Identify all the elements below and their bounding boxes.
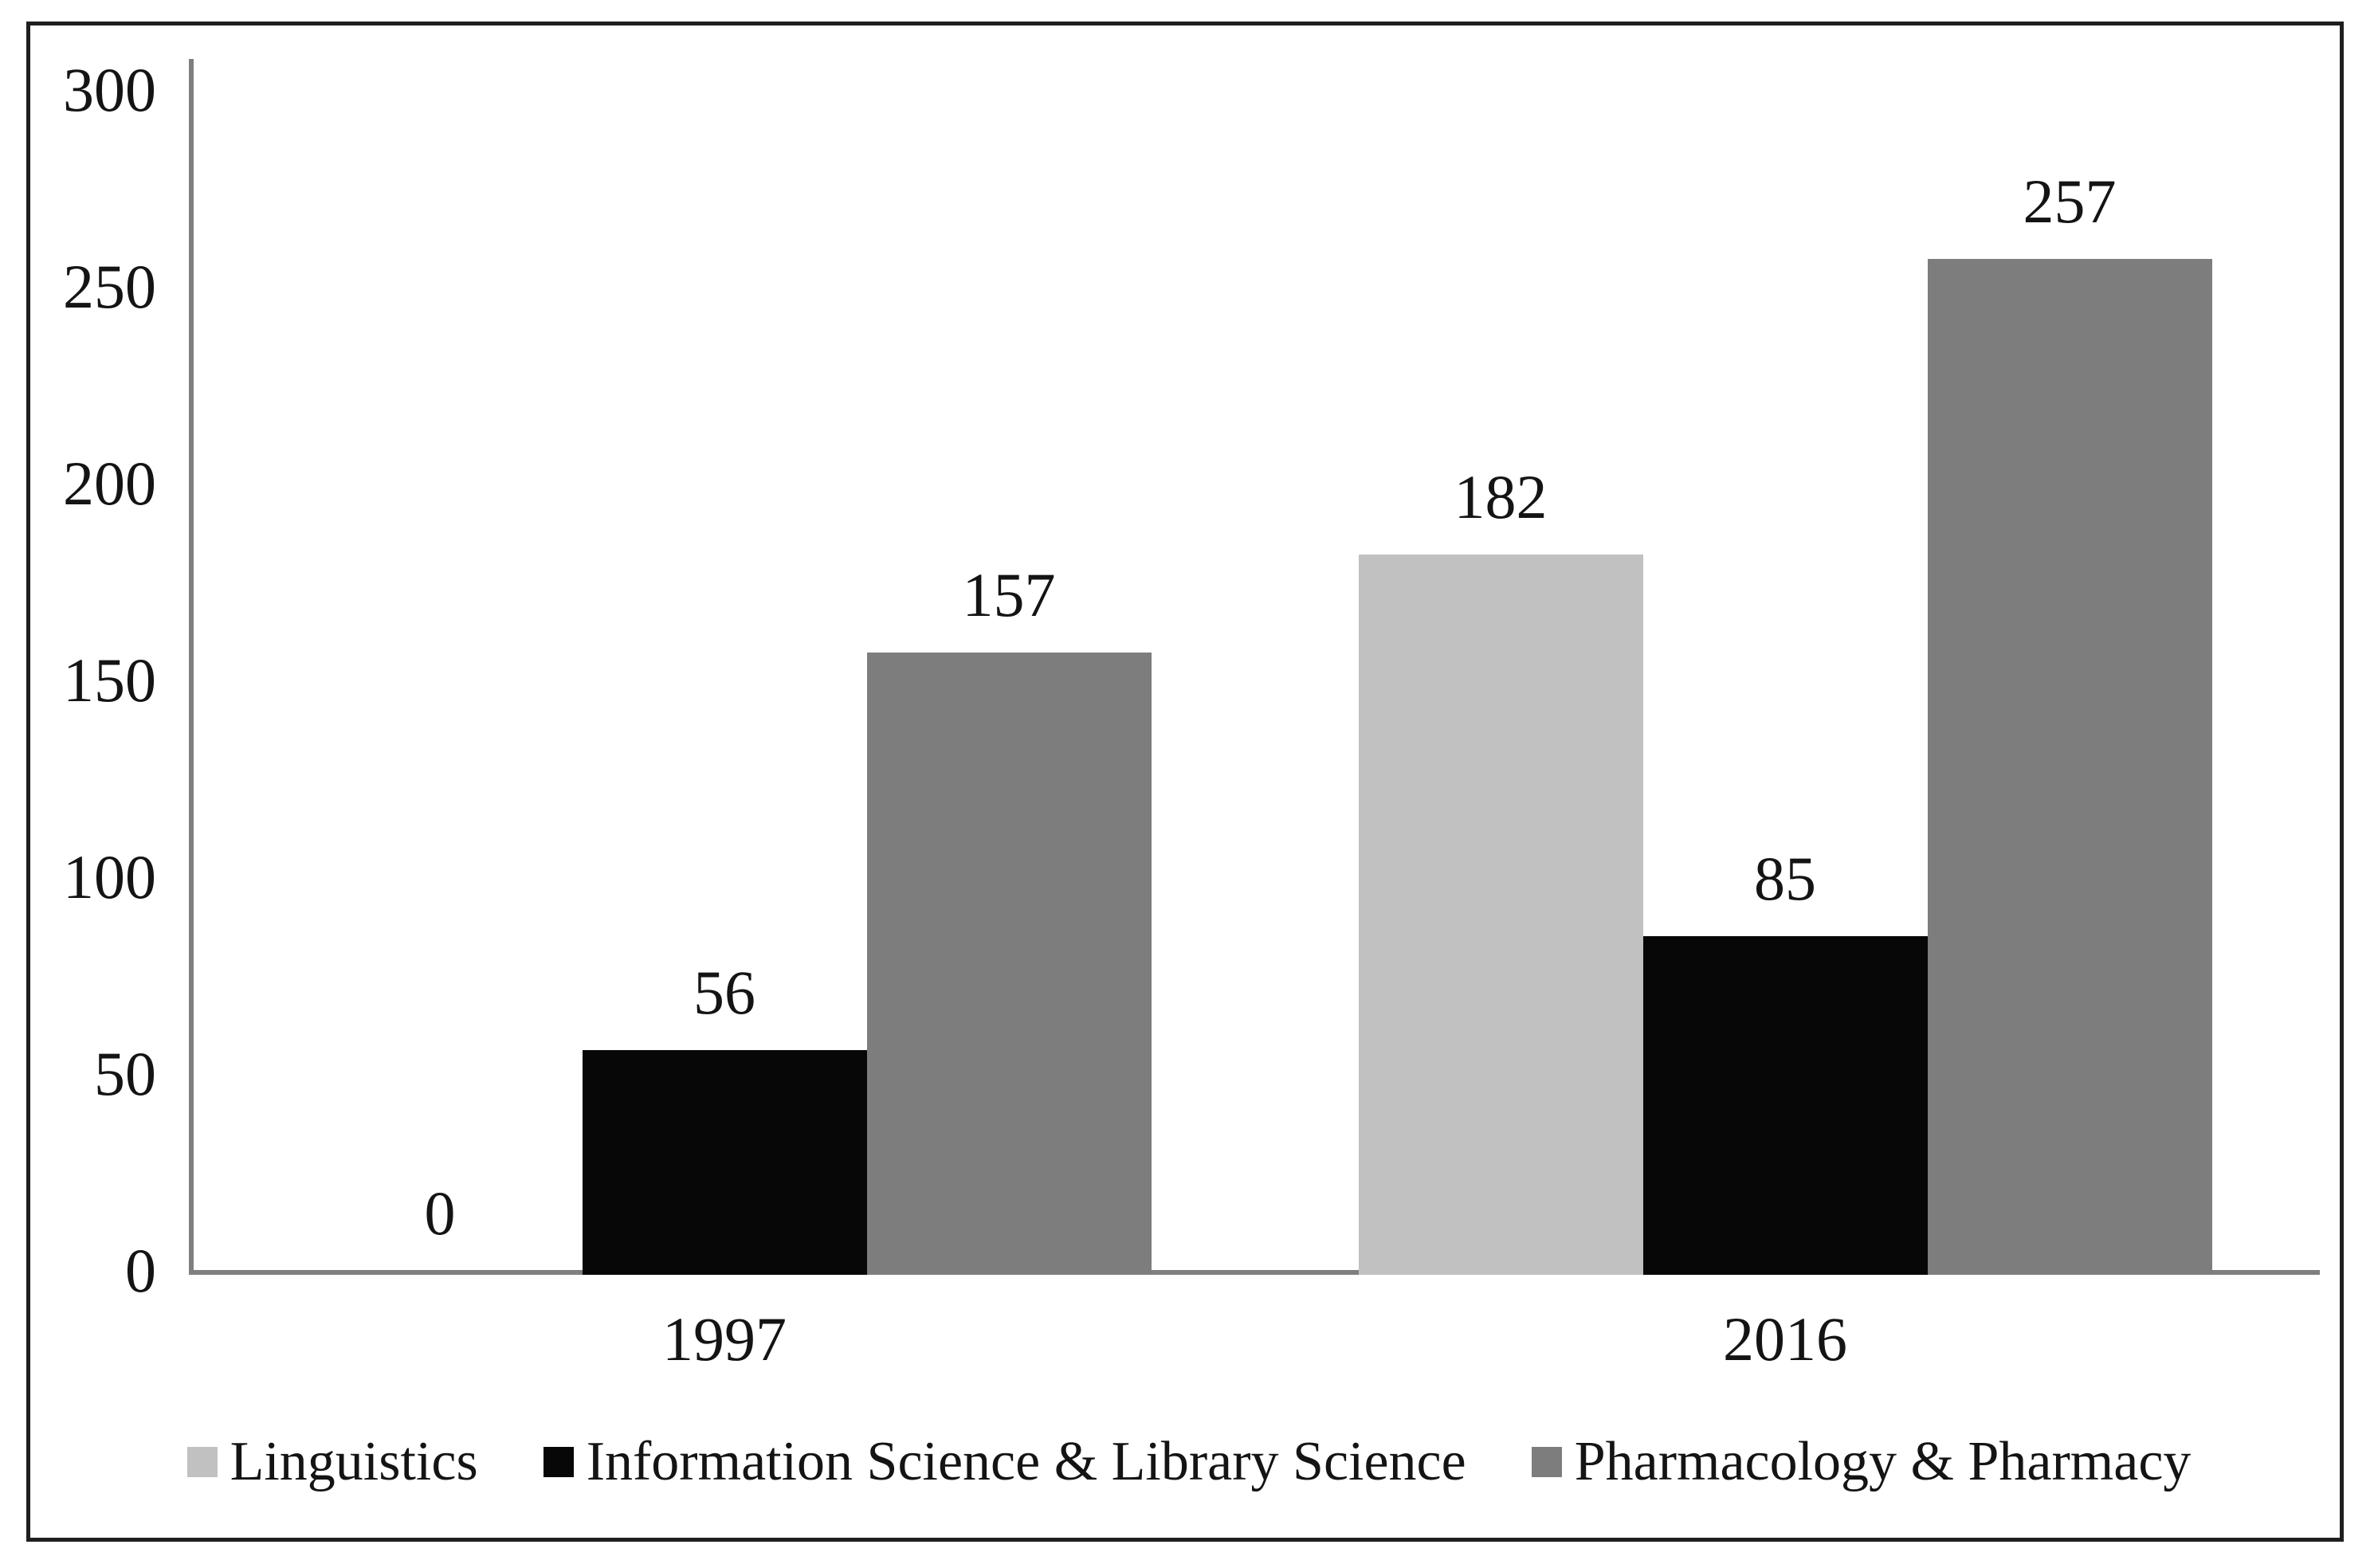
legend-swatch-icon (186, 1447, 218, 1477)
bar-value-label: 56 (693, 958, 755, 1027)
y-tick-label: 200 (63, 449, 156, 518)
y-axis-line (189, 59, 194, 1275)
bar (1359, 555, 1643, 1275)
bar-value-label: 85 (1754, 844, 1816, 913)
legend-swatch-icon (543, 1447, 574, 1477)
y-tick-label: 50 (94, 1039, 156, 1108)
legend-swatch-icon (1531, 1447, 1562, 1477)
legend-item: Pharmacology & Pharmacy (1531, 1431, 2192, 1492)
legend-item: Linguistics (186, 1431, 478, 1492)
bar (1643, 936, 1928, 1275)
x-axis-line (189, 1270, 2320, 1275)
x-category-label: 1997 (662, 1304, 787, 1374)
bar (583, 1050, 867, 1275)
legend-label: Information Science & Library Science (586, 1431, 1466, 1492)
bar-value-label: 182 (1454, 462, 1548, 531)
y-tick-label: 100 (63, 842, 156, 911)
bar-value-label: 257 (2023, 167, 2117, 236)
legend-label: Pharmacology & Pharmacy (1574, 1431, 2192, 1492)
bar (867, 653, 1152, 1275)
y-tick-label: 250 (63, 252, 156, 321)
bar-value-label: 157 (962, 560, 1056, 629)
y-tick-label: 300 (63, 55, 156, 124)
bar (1928, 259, 2212, 1275)
y-tick-label: 0 (125, 1236, 156, 1305)
x-category-label: 2016 (1723, 1304, 1847, 1374)
legend: Linguistics Information Science & Library… (48, 1426, 2330, 1498)
y-tick-label: 150 (63, 645, 156, 715)
legend-label: Linguistics (230, 1431, 478, 1492)
bar-value-label: 0 (424, 1178, 456, 1248)
legend-item: Information Science & Library Science (543, 1433, 1466, 1492)
